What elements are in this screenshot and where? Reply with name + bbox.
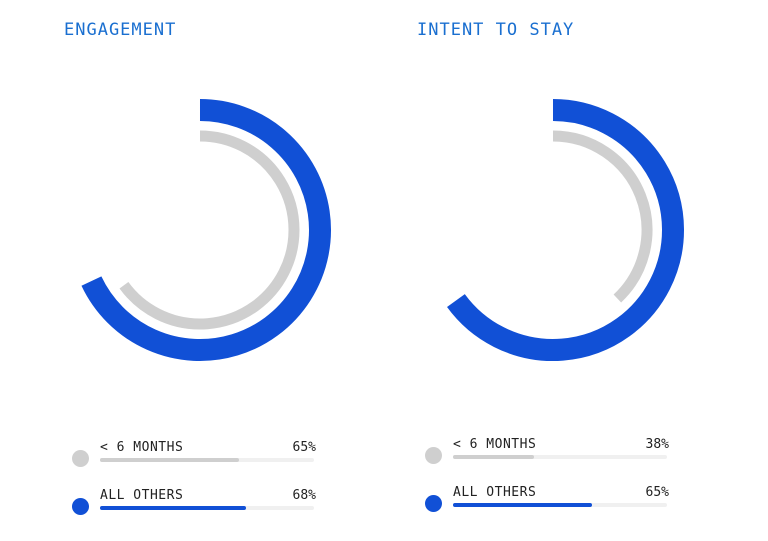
engagement-panel: ENGAGEMENT < 6 MONTHS 65% ALL OTHERS 68%: [64, 20, 331, 518]
legend-dot-icon: [425, 495, 442, 512]
legend-bar-fill: [453, 455, 535, 459]
legend-value: 68%: [292, 488, 316, 503]
legend-bar-track: [100, 458, 314, 462]
legend-value: 38%: [645, 437, 669, 452]
legend-row-all-others: ALL OTHERS 68%: [70, 488, 320, 518]
legend-bar-fill: [100, 458, 240, 462]
legend-label: < 6 MONTHS: [453, 437, 537, 452]
intent-to-stay-donut: [447, 99, 684, 361]
arc-all-others: [447, 99, 684, 361]
legend-label: ALL OTHERS: [453, 485, 537, 500]
arc-under-6-months: [119, 130, 300, 330]
engagement-donut: [81, 99, 331, 361]
legend-bar-track: [453, 455, 667, 459]
arc-under-6-months: [552, 130, 653, 303]
legend-label: < 6 MONTHS: [100, 440, 184, 455]
legend-dot-icon: [72, 450, 89, 467]
legend-dot-icon: [425, 447, 442, 464]
legend-value: 65%: [645, 485, 669, 500]
legend-bar-fill: [453, 503, 593, 507]
intent-to-stay-panel: INTENT TO STAY < 6 MONTHS 38% ALL OTHERS…: [353, 0, 737, 541]
chart-title: INTENT TO STAY: [417, 20, 575, 40]
chart-title: ENGAGEMENT: [64, 20, 177, 40]
legend-row-under-6-months: < 6 MONTHS 65%: [70, 440, 320, 470]
legend-bar-fill: [100, 506, 246, 510]
legend-bar-track: [100, 506, 314, 510]
legend-row-all-others: ALL OTHERS 65%: [423, 485, 673, 515]
arc-all-others: [81, 99, 331, 361]
legend-value: 65%: [292, 440, 316, 455]
legend-dot-icon: [72, 498, 89, 515]
legend-label: ALL OTHERS: [100, 488, 184, 503]
legend-row-under-6-months: < 6 MONTHS 38%: [423, 437, 673, 467]
legend-bar-track: [453, 503, 667, 507]
